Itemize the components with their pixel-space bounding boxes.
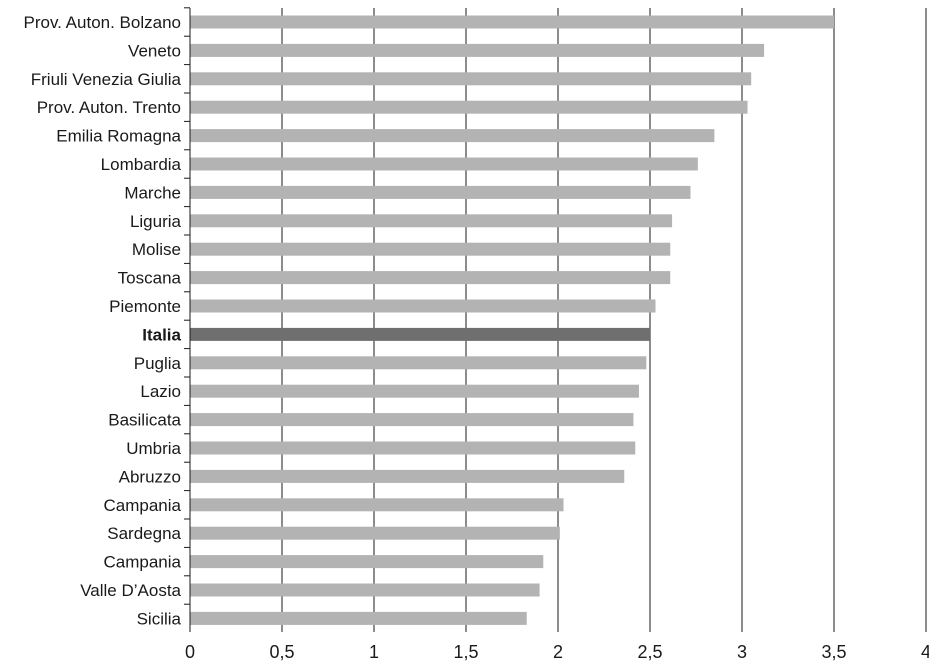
category-label: Puglia <box>134 354 182 373</box>
x-tick-label: 3,5 <box>821 642 846 662</box>
bar-12 <box>190 356 647 370</box>
category-label: Abruzzo <box>119 467 181 486</box>
x-tick-label: 1,5 <box>453 642 478 662</box>
bar-0 <box>190 15 834 29</box>
x-tick-label: 4 <box>921 642 929 662</box>
category-label: Friuli Venezia Giulia <box>31 70 182 89</box>
category-label: Sicilia <box>137 609 182 628</box>
category-label: Lazio <box>140 382 181 401</box>
category-label: Molise <box>132 240 181 259</box>
bars <box>190 15 834 625</box>
bar-15 <box>190 441 636 455</box>
category-label: Marche <box>124 183 181 202</box>
bar-21 <box>190 611 527 625</box>
category-label: Piemonte <box>109 297 181 316</box>
bar-9 <box>190 271 671 285</box>
x-axis-ticks: 0 0,5 1 1,5 2 2,5 3 3,5 4 <box>185 626 929 662</box>
bar-10 <box>190 299 656 313</box>
category-label: Campania <box>104 496 182 515</box>
category-label: Sardegna <box>107 524 181 543</box>
category-label: Toscana <box>118 269 182 288</box>
category-label: Umbria <box>126 439 181 458</box>
bar-1 <box>190 43 765 57</box>
bar-7 <box>190 214 673 228</box>
bar-16 <box>190 469 625 483</box>
bar-8 <box>190 242 671 256</box>
bar-3 <box>190 100 748 114</box>
category-label: Liguria <box>130 212 182 231</box>
bar-6 <box>190 185 691 199</box>
category-label: Emilia Romagna <box>56 127 181 146</box>
bar-18 <box>190 526 560 540</box>
x-tick-label: 2 <box>553 642 563 662</box>
bar-4 <box>190 129 715 143</box>
category-label: Prov. Auton. Trento <box>37 98 181 117</box>
category-label: Campania <box>104 553 182 572</box>
x-tick-label: 0,5 <box>269 642 294 662</box>
category-labels: Prov. Auton. Bolzano Veneto Friuli Venezia… <box>23 7 190 628</box>
bar-5 <box>190 157 698 171</box>
bar-13 <box>190 384 639 398</box>
x-tick-label: 3 <box>737 642 747 662</box>
category-label: Valle D’Aosta <box>80 581 181 600</box>
x-tick-label: 2,5 <box>637 642 662 662</box>
category-label: Lombardia <box>101 155 182 174</box>
bar-2 <box>190 72 752 86</box>
category-label: Prov. Auton. Bolzano <box>23 13 181 32</box>
category-label: Veneto <box>128 41 181 60</box>
bar-14 <box>190 413 634 427</box>
bar-11 <box>190 327 650 341</box>
x-tick-label: 0 <box>185 642 195 662</box>
category-label: Basilicata <box>108 411 181 430</box>
bar-20 <box>190 583 540 597</box>
category-label: Italia <box>142 325 181 344</box>
bar-19 <box>190 555 544 569</box>
x-tick-label: 1 <box>369 642 379 662</box>
bar-17 <box>190 498 564 512</box>
